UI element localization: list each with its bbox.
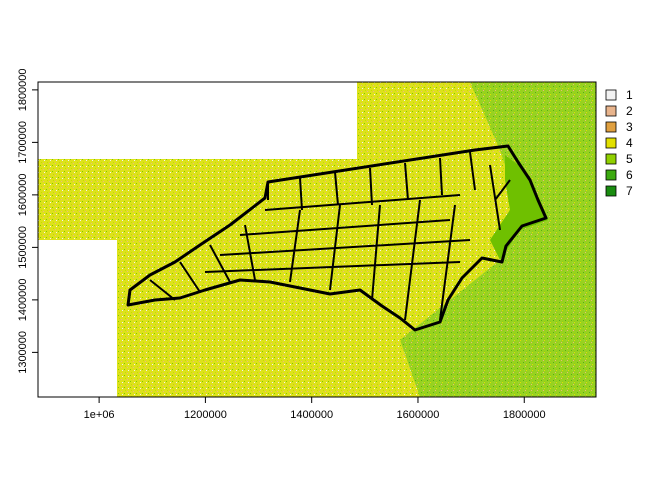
legend-label: 2 [626,104,633,118]
y-tick-label: 1300000 [17,331,29,374]
x-tick-label: 1600000 [397,409,440,421]
plot-frame [37,81,597,398]
x-tick-label: 1200000 [184,409,227,421]
legend-label: 3 [626,120,633,134]
legend-label: 5 [626,152,633,166]
y-tick-label: 1700000 [17,121,29,164]
legend-label: 7 [626,184,633,198]
y-tick-label: 1500000 [17,226,29,269]
x-tick-label: 1400000 [290,409,333,421]
legend-swatch [605,169,617,181]
county-line [149,151,511,321]
legend-label: 4 [626,136,633,150]
state-outline [126,144,548,332]
land-cover-raster [38,82,596,397]
legend-swatch [605,137,617,149]
legend-swatch [605,185,617,197]
legend-label: 1 [626,88,633,102]
legend: 1 2 3 4 5 6 7 [605,88,633,198]
legend-swatch [605,121,617,133]
y-tick-label: 1600000 [17,173,29,216]
y-axis: 1300000 1400000 1500000 1600000 1700000 18000… [17,68,38,374]
sound-water-green [490,155,548,260]
county-boundaries [126,144,548,332]
y-tick-label: 1800000 [17,68,29,111]
x-tick-label: 1e+06 [84,409,115,421]
nodata-bottom-left [38,240,117,397]
legend-swatch [605,153,617,165]
nodata-top-left [38,82,357,159]
legend-swatch [605,89,617,101]
x-tick-label: 1800000 [503,409,546,421]
x-axis: 1e+06 1200000 1400000 1600000 1800000 [84,397,546,421]
legend-label: 6 [626,168,633,182]
y-tick-label: 1400000 [17,278,29,321]
coastal-green-area [400,82,596,397]
legend-swatch [605,105,617,117]
